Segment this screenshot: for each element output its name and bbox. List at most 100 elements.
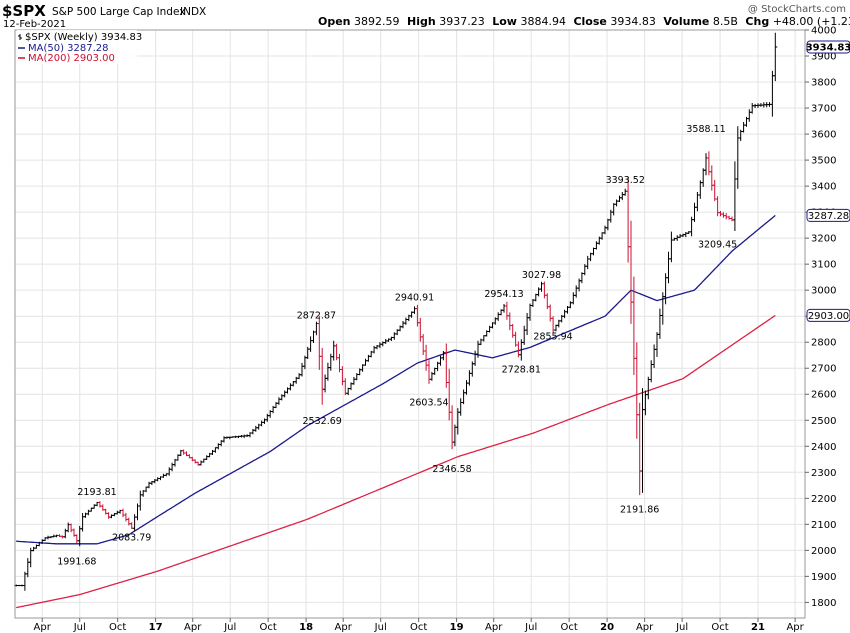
- low-value: 3884.94: [520, 15, 566, 28]
- y-tick-label: 2800: [811, 338, 836, 349]
- legend-price-icon: [18, 34, 22, 40]
- price-tags: 3934.83 3287.28 2903.00: [806, 40, 850, 322]
- legend-ma50-text: MA(50) 3287.28: [28, 43, 109, 54]
- ohlc-bar: [614, 199, 619, 207]
- ohlc-bar: [747, 109, 752, 122]
- legend-price-text: $SPX (Weekly) 3934.83: [25, 32, 142, 43]
- ohlc-bar: [574, 285, 579, 298]
- y-tick-label: 2700: [811, 364, 836, 375]
- ohlc-bar: [701, 168, 706, 187]
- chg-value: +48.00 (+1.23%): [773, 15, 850, 28]
- x-axis: Apr Jul Oct 17 Apr Jul Oct 18 Apr Jul Oct 19 Apr Jul O…: [34, 618, 805, 633]
- x-tick-label: Jul: [73, 622, 86, 633]
- ohlc-bar: [626, 177, 631, 263]
- open-label: Open: [318, 15, 351, 28]
- ohlc-bar: [652, 344, 657, 368]
- watermark: @ StockCharts.com: [748, 4, 846, 15]
- ohlc-bar: [331, 340, 336, 361]
- x-tick-label: Jul: [675, 622, 688, 633]
- ohlc-bar: [300, 362, 304, 377]
- ohlc-bar: [715, 196, 720, 217]
- ohlc-readout: Open 3892.59 High 3937.23 Low 3884.94 Cl…: [318, 15, 850, 28]
- ohlc-bar: [634, 342, 639, 439]
- x-tick-label: Apr: [636, 622, 654, 633]
- ohlc-bar: [585, 255, 590, 270]
- ohlc-bar: [637, 402, 642, 496]
- y-tick-label: 3100: [811, 260, 836, 271]
- ohlc-bar: [657, 308, 662, 339]
- ohlc-bar: [222, 436, 226, 443]
- legend-ma200-text: MA(200) 2903.00: [28, 53, 115, 64]
- ohlc-bar: [666, 251, 671, 284]
- ohlc-bar: [487, 325, 492, 333]
- annotation-label: 3393.52: [606, 175, 645, 186]
- ohlc-bar: [507, 312, 512, 331]
- y-tick-label: 4000: [811, 26, 836, 37]
- annotation-label: 2603.54: [409, 397, 448, 408]
- y-tick-label: 3900: [811, 52, 836, 63]
- ohlc-bar: [297, 373, 302, 380]
- ohlc-bar: [343, 378, 348, 396]
- chart-date: 12-Feb-2021: [3, 19, 66, 30]
- y-tick-label: 2300: [811, 468, 836, 479]
- ohlc-bar: [320, 347, 325, 405]
- y-tick-label: 2100: [811, 520, 836, 531]
- annotation-label: 2532.69: [303, 416, 342, 427]
- ohlc-bar: [605, 218, 610, 231]
- ohlc-bar: [372, 345, 377, 354]
- high-value: 3937.23: [439, 15, 485, 28]
- ohlc-bar: [464, 380, 469, 395]
- price-tag-box: [806, 308, 850, 322]
- annotation-label: 2855.94: [533, 332, 572, 343]
- ohlc-bar: [727, 215, 732, 220]
- x-tick-label: Oct: [410, 622, 427, 633]
- ohlc-bar: [735, 126, 740, 189]
- ohlc-bar: [74, 534, 79, 544]
- price-tag-box: [806, 208, 850, 222]
- ohlc-bar: [106, 512, 111, 519]
- x-tick-label: Apr: [34, 622, 52, 633]
- y-tick-label: 3500: [811, 156, 836, 167]
- plot-frame: [14, 29, 806, 619]
- ohlc-bar: [562, 309, 567, 319]
- ohlc-bar: [403, 317, 408, 325]
- ohlc-bar: [594, 241, 599, 250]
- ohlc-bar: [80, 513, 85, 532]
- annotation-label: 3588.11: [686, 124, 725, 135]
- ohlc-bar: [351, 377, 356, 385]
- ohlc-bar: [323, 374, 328, 393]
- annotation-label: 2940.91: [395, 293, 434, 304]
- ohlc-bar: [204, 455, 209, 460]
- ma50-layer: [16, 214, 776, 545]
- ohlc-bar: [377, 342, 382, 349]
- x-tick-label: 18: [299, 622, 313, 633]
- ohlc-bar: [421, 334, 426, 355]
- ohlc-bar: [424, 344, 429, 371]
- ohlc-bar: [712, 179, 717, 202]
- ohlc-bar: [473, 350, 478, 366]
- price-tag-text: 3287.28: [808, 211, 849, 222]
- x-tick-label: 21: [751, 622, 765, 633]
- ohlc-bar: [438, 355, 443, 366]
- ohlc-bar: [427, 360, 431, 384]
- x-tick-label: Oct: [260, 622, 277, 633]
- ohlc-bar: [504, 301, 509, 320]
- x-tick-label: Jul: [524, 622, 537, 633]
- ohlc-bar: [611, 203, 616, 216]
- ohlc-bar: [640, 388, 645, 493]
- ohlc-bar: [773, 32, 778, 82]
- y-tick-label: 2500: [811, 416, 836, 427]
- ohlc-bar: [623, 188, 628, 196]
- x-tick-label: Oct: [109, 622, 126, 633]
- ohlc-bar: [461, 389, 466, 405]
- y-tick-label: 2400: [811, 442, 836, 453]
- annotation-label: 2191.86: [620, 504, 659, 515]
- ohlc-bar: [363, 358, 368, 366]
- ohlc-bar: [741, 122, 746, 133]
- ma50-line: [16, 214, 776, 545]
- ohlc-bar: [383, 339, 388, 344]
- annotation-label: 2728.81: [502, 365, 541, 376]
- annotation-label: 2954.13: [484, 289, 523, 300]
- exchange-label: INDX: [180, 6, 206, 18]
- y-tick-label: 2600: [811, 390, 836, 401]
